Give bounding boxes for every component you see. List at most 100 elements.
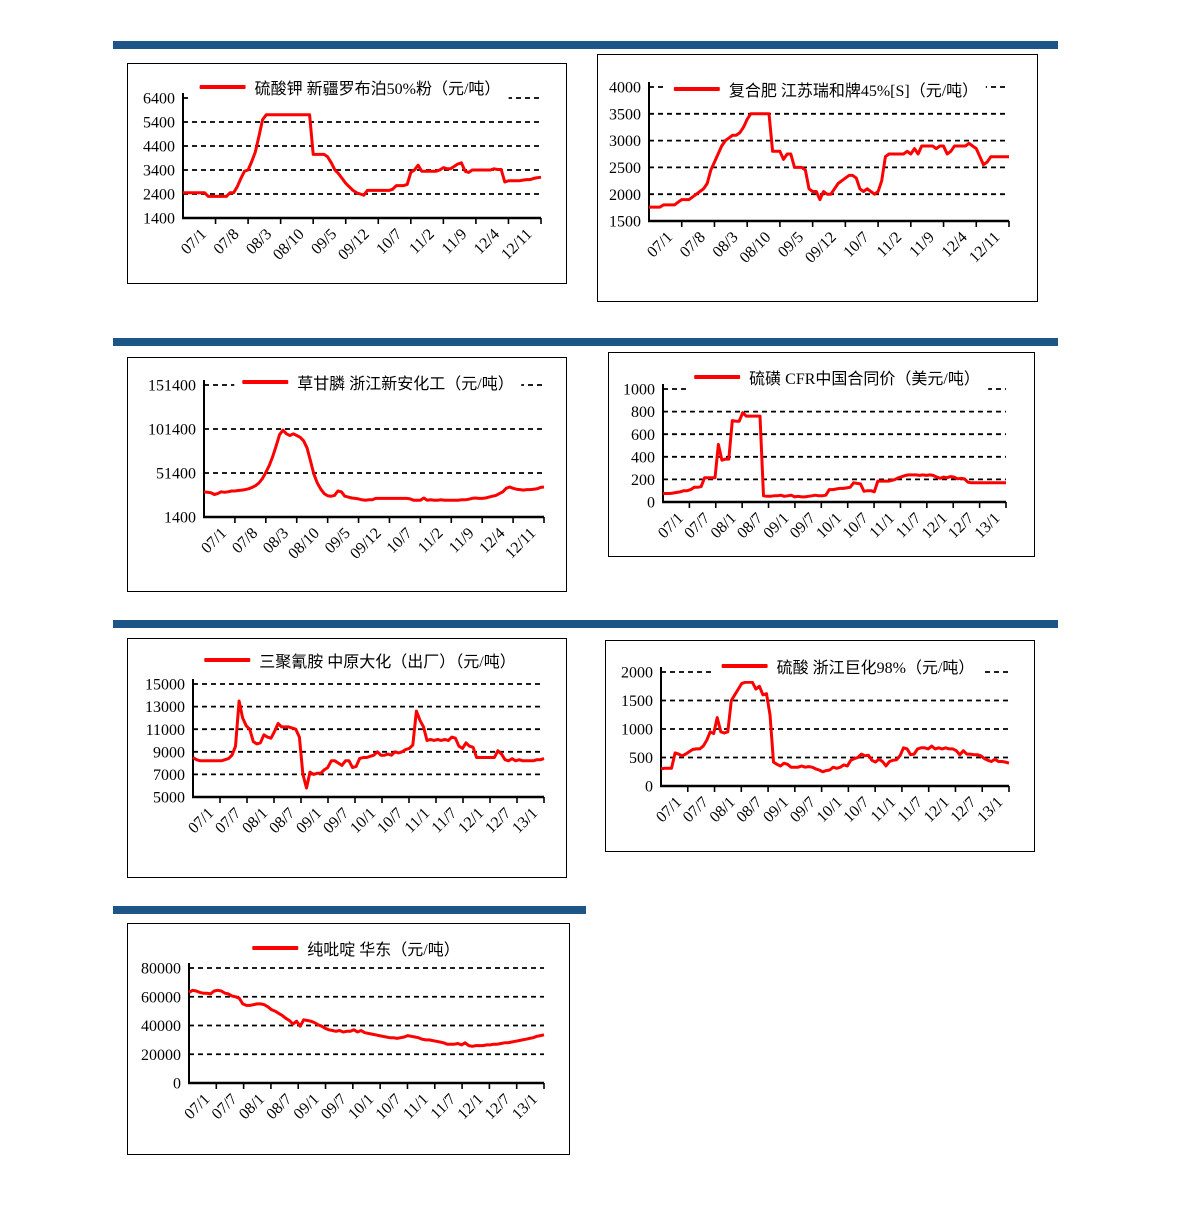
legend: 三聚氰胺 中原大化（出厂）（元/吨）: [196, 645, 524, 675]
x-tick-label: 12/11: [966, 229, 1003, 266]
x-tick-label: 07/8: [229, 525, 261, 557]
x-tick-label: 08/10: [285, 525, 323, 563]
price-line: [188, 988, 545, 1048]
x-tick-label: 08/1: [236, 1091, 268, 1123]
y-tick-label: 1400: [164, 510, 196, 527]
section-divider-bar: [113, 620, 1058, 628]
y-tick-label: 1000: [621, 722, 653, 739]
y-tick-label: 200: [631, 472, 655, 489]
y-tick-label: 80000: [141, 961, 181, 978]
y-tick-label: 1500: [621, 693, 653, 710]
x-tick-label: 07/7: [680, 794, 712, 826]
x-tick-label: 10/7: [840, 510, 872, 542]
chart-glyphosate: 07/1 07/8 08/3 08/10 09/5 09/12 10/7 11/2 11/9 12…: [127, 357, 567, 592]
y-tick-label: 4000: [609, 80, 641, 97]
x-tick-label: 09/12: [335, 226, 373, 264]
x-tick-label: 09/12: [347, 525, 385, 563]
x-tick-label: 08/7: [263, 1091, 295, 1123]
y-tick-label: 11000: [146, 722, 185, 739]
x-tick-label: 08/7: [266, 805, 298, 837]
x-tick-label: 08/7: [733, 794, 765, 826]
x-tick-label: 10/7: [840, 229, 872, 261]
x-tick-label: 08/1: [239, 805, 271, 837]
x-tick-label: 07/7: [209, 1091, 241, 1123]
price-line: [649, 112, 1009, 209]
x-tick-label: 12/1: [454, 1091, 486, 1123]
pyridine-plot: 07/107/708/108/709/109/710/110/711/111/7…: [141, 961, 545, 1123]
legend-title: 硫酸钾 新疆罗布泊50%粉（元/吨）: [254, 81, 501, 98]
x-tick-label: 07/1: [653, 794, 685, 826]
y-tick-label: 3500: [609, 106, 641, 123]
legend-title: 复合肥 江苏瑞和牌45%[S]（元/吨）: [728, 83, 979, 100]
x-tick-label: 12/1: [919, 510, 951, 542]
y-tick-label: 1500: [609, 214, 641, 231]
x-tick-label: 07/1: [181, 1091, 213, 1123]
x-tick-label: 13/1: [974, 794, 1006, 826]
y-tick-label: 2000: [621, 665, 653, 682]
y-tick-label: 600: [631, 427, 655, 444]
x-tick-label: 07/1: [178, 226, 210, 258]
legend: 硫磺 CFR中国合同价（美元/吨）: [686, 362, 988, 392]
x-tick-label: 07/7: [212, 805, 244, 837]
legend-line-swatch: [204, 658, 251, 662]
y-tick-label: 15000: [145, 677, 185, 694]
chart-pyridine: 07/1 07/7 08/1 08/7 09/1 09/7 10/1 10/7 11/1 11/7…: [127, 923, 570, 1155]
price-line: [192, 699, 545, 790]
y-tick-label: 51400: [156, 466, 196, 483]
y-tick-label: 800: [631, 404, 655, 421]
legend-line-swatch: [199, 85, 246, 89]
legend-line-swatch: [252, 946, 299, 950]
x-tick-label: 10/1: [814, 794, 846, 826]
x-tick-label: 07/1: [644, 229, 676, 261]
x-tick-label: 08/10: [270, 226, 308, 264]
x-tick-label: 11/1: [402, 805, 434, 837]
x-tick-label: 11/9: [446, 525, 478, 557]
x-tick-label: 11/9: [439, 226, 471, 258]
x-tick-label: 12/1: [921, 794, 953, 826]
x-tick-label: 11/1: [400, 1091, 432, 1123]
x-tick-label: 12/7: [482, 1091, 514, 1123]
x-tick-label: 09/1: [760, 510, 792, 542]
chart-compound-fertilizer: 07/1 07/8 08/3 08/10 09/5 09/12 10/7 11/2 11/9 12…: [597, 54, 1038, 302]
x-tick-label: 09/1: [760, 794, 792, 826]
x-tick-label: 11/1: [868, 794, 900, 826]
y-tick-label: 0: [647, 495, 655, 512]
legend: 草甘膦 浙江新安化工（元/吨）: [234, 367, 522, 397]
x-tick-label: 11/7: [894, 794, 926, 826]
legend-line-swatch: [694, 375, 741, 379]
melamine-plot: 07/107/708/108/709/109/710/110/711/111/7…: [145, 677, 545, 837]
x-tick-label: 11/7: [429, 805, 461, 837]
legend-line-swatch: [242, 380, 289, 384]
x-tick-label: 13/1: [971, 510, 1003, 542]
x-tick-label: 07/1: [185, 805, 217, 837]
x-tick-label: 11/7: [428, 1091, 460, 1123]
x-tick-label: 07/8: [211, 226, 243, 258]
legend: 复合肥 江苏瑞和牌45%[S]（元/吨）: [665, 74, 987, 104]
legend-title: 三聚氰胺 中原大化（出厂）（元/吨）: [259, 654, 516, 671]
x-tick-label: 10/1: [347, 805, 379, 837]
section-divider-bar: [113, 41, 1058, 49]
legend: 硫酸 浙江巨化98%（元/吨）: [713, 651, 983, 681]
price-line: [660, 680, 1010, 774]
x-tick-label: 10/7: [374, 805, 406, 837]
x-tick-label: 07/1: [198, 525, 230, 557]
y-tick-label: 2500: [609, 160, 641, 177]
x-tick-label: 10/1: [345, 1091, 377, 1123]
x-tick-label: 11/1: [866, 510, 898, 542]
x-tick-label: 11/2: [415, 525, 447, 557]
y-tick-label: 5400: [143, 115, 175, 132]
x-tick-label: 08/7: [734, 510, 766, 542]
x-tick-label: 10/7: [384, 525, 416, 557]
x-tick-label: 13/1: [509, 1091, 541, 1123]
y-tick-label: 1400: [143, 211, 175, 228]
y-tick-label: 151400: [148, 378, 196, 395]
y-tick-label: 60000: [141, 989, 181, 1006]
legend-title: 草甘膦 浙江新安化工（元/吨）: [297, 376, 514, 393]
compound-fertilizer-plot: 07/1 07/8 08/308/10 09/509/12 10/7 11/2 11/9 12…: [609, 80, 1010, 267]
x-tick-label: 12/11: [498, 226, 535, 263]
y-tick-label: 9000: [153, 744, 185, 761]
section-divider-bar: [113, 338, 1058, 346]
x-tick-label: 08/1: [708, 510, 740, 542]
x-tick-label: 08/1: [707, 794, 739, 826]
